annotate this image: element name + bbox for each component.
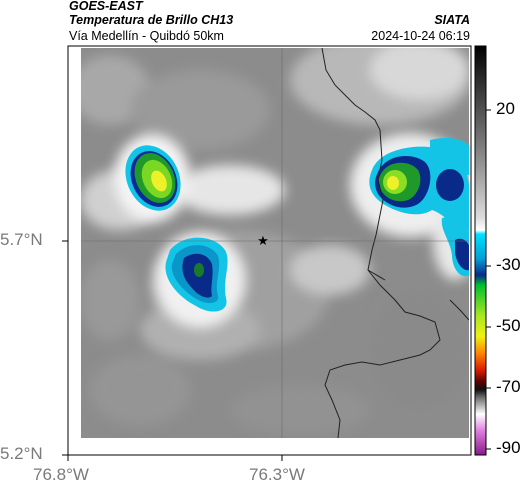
datetime-label: 2024-10-24 06:19 [371,29,470,43]
product-title: Temperatura de Brillo CH13 [69,13,234,27]
source-label: SIATA [434,13,470,27]
colorbar-tick-label: 20 [496,99,515,118]
colorbar-tick-label: -70 [496,377,521,396]
convective-cell-central [165,237,228,312]
graticule [81,48,469,438]
convective-cell-east [369,138,469,277]
convective-cell-west [125,145,181,211]
lat-tick-label: 5.7°N [0,230,43,249]
colorbar-scale [474,45,487,456]
lat-tick-label: 5.2°N [0,444,43,463]
colorbar-ticks [486,109,491,450]
lon-tick-label: 76.8°W [33,465,89,484]
colorbar-tick-label: -30 [496,255,521,274]
colorbar-tick-label: -90 [496,438,521,457]
lon-tick-label: 76.3°W [249,465,305,484]
department-boundaries [321,48,469,438]
region-subtitle: Vía Medellín - Quibdó 50km [69,29,224,43]
star-marker: ★ [257,234,269,249]
axis-ticks [62,240,283,461]
colorbar-tick-label: -50 [496,316,521,335]
satellite-title: GOES-EAST [69,0,143,13]
